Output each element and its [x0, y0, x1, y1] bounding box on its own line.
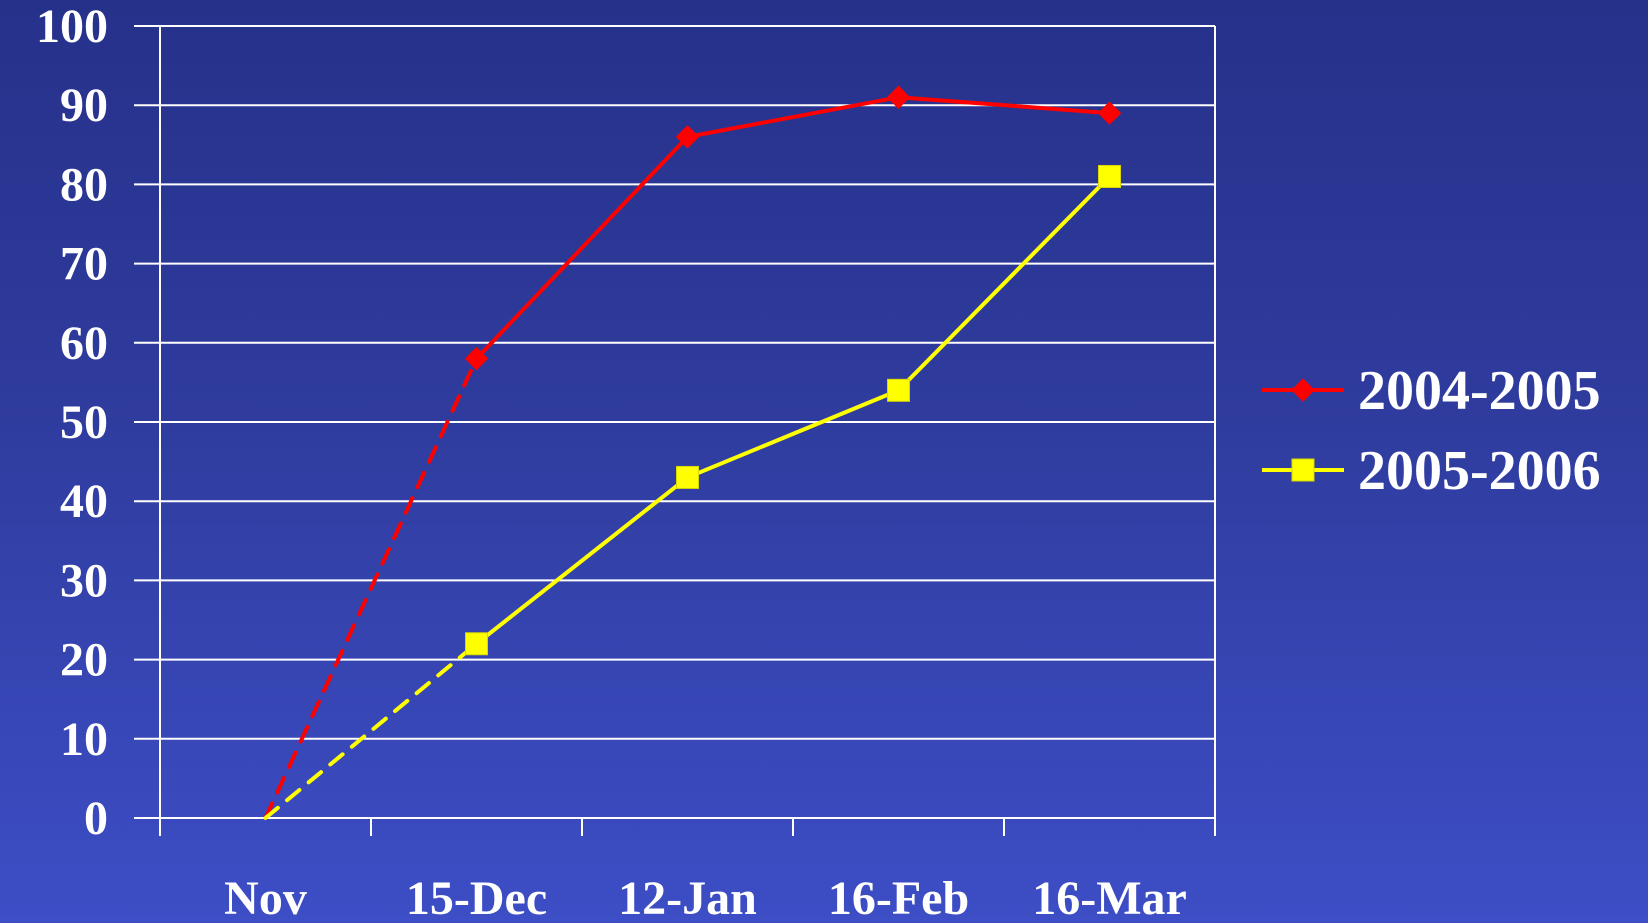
- y-tick-label: 30: [60, 554, 108, 607]
- x-tick-label: Nov: [224, 872, 307, 923]
- series-markers: [466, 86, 1121, 654]
- series-2-point: [888, 379, 910, 401]
- legend-label: 2005-2006: [1358, 440, 1601, 502]
- x-tick-labels: Nov 15-Dec 12-Jan 16-Feb 16-Mar: [224, 872, 1187, 923]
- legend-label: 2004-2005: [1358, 360, 1601, 422]
- series-2-segment: [688, 390, 899, 477]
- x-tick-label: 15-Dec: [406, 872, 547, 923]
- y-tick-label: 90: [60, 79, 108, 132]
- x-tick-label: 16-Mar: [1032, 872, 1187, 923]
- y-tick-label: 0: [84, 792, 108, 845]
- y-tick-label: 80: [60, 158, 108, 211]
- series-2-segment: [266, 644, 477, 818]
- y-tick-labels: 0 10 20 30 40 50 60 70 80 90 100: [36, 0, 108, 845]
- legend-swatch-marker: [1292, 459, 1314, 481]
- series-2-point: [1099, 165, 1121, 187]
- y-tick-label: 50: [60, 396, 108, 449]
- y-tick-label: 100: [36, 0, 108, 53]
- y-tick-label: 10: [60, 713, 108, 766]
- series-2-segment: [477, 477, 688, 643]
- series-lines: [266, 97, 1110, 818]
- series-2-point: [466, 633, 488, 655]
- axes: [134, 26, 1215, 836]
- y-tick-label: 60: [60, 317, 108, 370]
- x-tick-label: 16-Feb: [828, 872, 969, 923]
- series-1-segment: [688, 97, 899, 137]
- legend: 2004-2005 2005-2006: [1262, 360, 1601, 502]
- legend-swatch-marker: [1292, 379, 1314, 401]
- series-2-point: [677, 466, 699, 488]
- series-1-segment: [266, 359, 477, 818]
- y-tick-label: 20: [60, 634, 108, 687]
- series-2-segment: [899, 176, 1110, 390]
- y-tick-label: 40: [60, 475, 108, 528]
- y-tick-label: 70: [60, 238, 108, 291]
- series-1-segment: [477, 137, 688, 359]
- x-tick-label: 12-Jan: [618, 872, 757, 923]
